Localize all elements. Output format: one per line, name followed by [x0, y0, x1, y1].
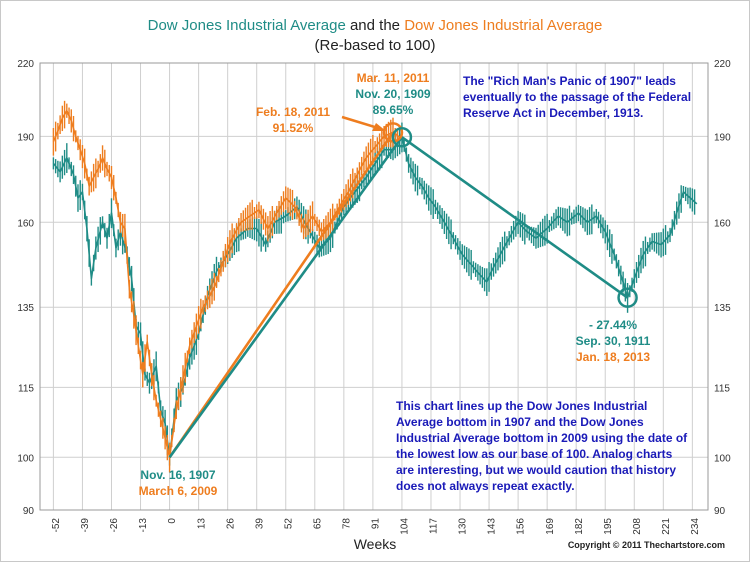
x-tick-label: 208 [632, 518, 643, 535]
annotation-feb-2011-pct: 91.52% [272, 121, 314, 135]
x-axis-label: Weeks [353, 536, 397, 552]
x-tick-label: 39 [254, 518, 265, 530]
annotation-jan-2013: Jan. 18, 2013 [568, 349, 658, 365]
x-tick-label: 52 [283, 518, 294, 530]
x-tick-label: 221 [661, 518, 672, 535]
x-tick-label: 195 [603, 518, 614, 535]
marker-circle [391, 126, 413, 148]
title-connector: and the [345, 17, 405, 34]
annotation-bottom-1907: Nov. 16, 1907 [128, 467, 228, 483]
x-tick-label: 234 [690, 518, 701, 535]
note-explanation-line: Industrial Average bottom in 2009 using … [396, 431, 688, 445]
x-tick-label: -13 [138, 518, 149, 533]
x-tick-label: 78 [341, 518, 352, 530]
x-axis: -52 -39 -26 -13 0 13 26 39 52 65 78 91 104 117 130 143 1… [51, 518, 701, 535]
annotation-decline: - 27.44% Sep. 30, 1911 [568, 317, 658, 349]
x-tick-label: -39 [80, 518, 91, 533]
y-axis-left: 90 100 115 135 160 190 220 [17, 59, 34, 517]
note-explanation-line: Average bottom in 1907 and the Dow Jones [396, 415, 644, 429]
annotation-peak-1909-pct: 89.65% [372, 103, 414, 117]
annotation-peak-1909: Nov. 20, 1909 89.65% [348, 86, 438, 118]
y-axis-right: 90 100 115 135 160 190 220 [714, 59, 731, 517]
x-tick-label: 130 [458, 518, 469, 535]
y-tick-label-right: 90 [714, 506, 726, 517]
x-tick-label: 65 [312, 518, 323, 530]
title-part2: Dow Jones Industrial Average [404, 17, 603, 34]
series-2009-line [52, 109, 401, 459]
note-explanation: This chart lines up the Dow Jones Indust… [396, 398, 706, 494]
y-tick-label-left: 90 [23, 506, 35, 517]
y-tick-label-left: 100 [17, 453, 34, 464]
y-tick-label-right: 160 [714, 218, 731, 229]
y-tick-label-right: 115 [714, 383, 730, 394]
grid-layer [40, 63, 708, 510]
note-explanation-line: This chart lines up the Dow Jones Indust… [396, 399, 648, 413]
trend-line [401, 136, 629, 299]
marker-circle [617, 287, 638, 308]
note-explanation-line: the lowest low as our base of 100. Analo… [396, 447, 673, 461]
annotation-decline-date: Sep. 30, 1911 [575, 334, 651, 348]
x-tick-label: 182 [574, 518, 585, 535]
note-rich-mans-panic-line: The "Rich Man's Panic of 1907" leads [463, 74, 676, 88]
copyright-notice: Copyright © 2011 Thechartstore.com [567, 540, 725, 550]
y-tick-label-left: 160 [17, 218, 34, 229]
annotation-decline-pct: - 27.44% [588, 318, 638, 332]
x-tick-label: 91 [371, 518, 382, 530]
title-part1: Dow Jones Industrial Average [147, 17, 346, 34]
annotation-bottom-1907-date: Nov. 16, 1907 [140, 468, 216, 482]
chart-subtitle: (Re-based to 100) [314, 37, 436, 54]
y-tick-label-left: 220 [17, 59, 34, 70]
trend-lines [168, 131, 629, 459]
x-tick-label: 104 [400, 518, 411, 535]
note-rich-mans-panic-line: Reserve Act in December, 1913. [463, 106, 644, 120]
arrow-head [372, 123, 386, 131]
annotation-feb-2011-date: Feb. 18, 2011 [255, 105, 331, 119]
plot-border [39, 62, 709, 511]
annotation-feb-2011: Feb. 18, 2011 91.52% [248, 104, 338, 136]
annotation-peak-1909-date: Nov. 20, 1909 [355, 87, 431, 101]
y-tick-label-right: 135 [714, 303, 731, 314]
x-tick-label: -52 [51, 518, 62, 533]
annotation-bottom-2009-date: March 6, 2009 [138, 484, 218, 498]
note-explanation-line: are interesting, but we would caution th… [396, 463, 677, 477]
annotation-bottom-2009: March 6, 2009 [128, 483, 228, 499]
y-tick-label-right: 100 [714, 453, 731, 464]
x-tick-label: 0 [167, 518, 178, 524]
x-tick-label: 117 [429, 518, 440, 534]
note-rich-mans-panic-line: eventually to the passage of the Federal [463, 90, 692, 104]
y-tick-label-left: 115 [18, 383, 34, 394]
x-tick-label: 143 [487, 518, 498, 535]
chart-title: Dow Jones Industrial Average and the Dow… [0, 17, 750, 34]
x-tick-label: -26 [109, 518, 120, 533]
y-tick-label-right: 190 [714, 132, 731, 143]
trend-line [168, 136, 403, 459]
x-tick-label: 13 [196, 518, 207, 530]
y-tick-label-right: 220 [714, 59, 731, 70]
arrow-shaft [341, 115, 379, 130]
note-explanation-line: does not always repeat exactly. [396, 479, 575, 493]
note-rich-mans-panic: The "Rich Man's Panic of 1907" leads eve… [463, 73, 703, 121]
trend-line [168, 131, 395, 459]
series-layer [52, 100, 698, 473]
annotation-peak-2011-line: Mar. 11, 2011 [356, 71, 430, 85]
x-tick-label: 169 [545, 518, 556, 535]
annotation-jan-2013-date: Jan. 18, 2013 [575, 350, 651, 364]
x-tick-label: 156 [516, 518, 527, 535]
annotation-peak-2011: Mar. 11, 2011 [348, 70, 438, 86]
y-tick-label-left: 135 [17, 303, 34, 314]
x-tick-label: 26 [225, 518, 236, 530]
y-tick-label-left: 190 [17, 132, 34, 143]
markers [382, 122, 638, 308]
